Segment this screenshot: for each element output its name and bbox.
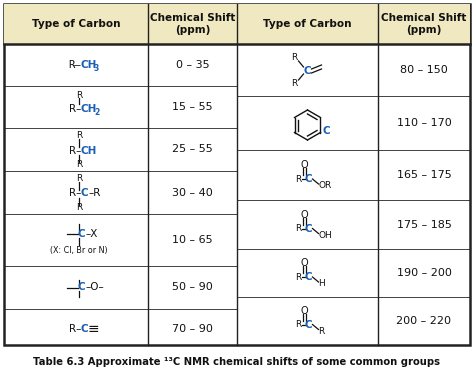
Text: C: C	[81, 189, 89, 198]
Text: 0 – 35: 0 – 35	[176, 60, 210, 70]
Text: R: R	[292, 79, 298, 88]
Text: 25 – 55: 25 – 55	[172, 144, 213, 155]
Text: C: C	[304, 319, 312, 330]
Text: 200 – 220: 200 – 220	[396, 316, 452, 325]
Text: C: C	[303, 66, 311, 76]
Text: OH: OH	[319, 231, 332, 240]
Text: 10 – 65: 10 – 65	[172, 235, 213, 245]
Text: –R: –R	[89, 189, 101, 198]
Text: CH: CH	[81, 60, 97, 70]
Text: R: R	[76, 174, 82, 183]
Text: 80 – 150: 80 – 150	[400, 65, 448, 75]
Text: O: O	[301, 160, 308, 170]
Text: R–: R–	[69, 146, 81, 155]
Text: Chemical Shift
(ppm): Chemical Shift (ppm)	[150, 13, 235, 35]
Text: O: O	[301, 305, 308, 316]
Text: 175 – 185: 175 – 185	[397, 220, 451, 229]
Text: R: R	[76, 203, 82, 212]
Text: 3: 3	[94, 64, 99, 73]
Bar	[237, 4, 470, 44]
Text: 15 – 55: 15 – 55	[172, 102, 213, 112]
Text: 50 – 90: 50 – 90	[172, 282, 213, 293]
Text: R–: R–	[69, 189, 81, 198]
Text: R: R	[295, 175, 301, 183]
Text: –O–: –O–	[86, 282, 105, 293]
Text: R: R	[295, 273, 301, 282]
Text: R–: R–	[69, 60, 81, 70]
Text: C: C	[304, 223, 312, 234]
Text: R–: R–	[69, 324, 81, 334]
Text: –X: –X	[86, 229, 99, 239]
Text: Chemical Shift
(ppm): Chemical Shift (ppm)	[381, 13, 467, 35]
Text: CH: CH	[81, 146, 97, 155]
Text: R: R	[76, 90, 82, 99]
Text: H: H	[319, 279, 325, 288]
Text: Type of Carbon: Type of Carbon	[32, 19, 120, 29]
Text: R: R	[76, 160, 82, 169]
Bar	[4, 4, 237, 44]
Text: C: C	[78, 229, 86, 239]
Text: (X: Cl, Br or N): (X: Cl, Br or N)	[50, 246, 108, 256]
Text: R: R	[319, 327, 325, 336]
Text: CH: CH	[81, 104, 97, 114]
Text: O: O	[301, 258, 308, 268]
Text: 110 – 170: 110 – 170	[397, 118, 451, 128]
Text: C: C	[304, 272, 312, 282]
Text: 70 – 90: 70 – 90	[172, 324, 213, 334]
Text: 30 – 40: 30 – 40	[172, 187, 213, 197]
Text: ≡: ≡	[88, 322, 100, 336]
Text: Type of Carbon: Type of Carbon	[263, 19, 352, 29]
Text: R: R	[295, 320, 301, 329]
Text: R–: R–	[69, 104, 81, 114]
Text: C: C	[322, 127, 330, 136]
Text: 190 – 200: 190 – 200	[397, 268, 451, 278]
Text: 165 – 175: 165 – 175	[397, 170, 451, 180]
Text: 2: 2	[94, 108, 99, 117]
Text: Table 6.3 Approximate ¹³C NMR chemical shifts of some common groups: Table 6.3 Approximate ¹³C NMR chemical s…	[34, 357, 440, 367]
Text: R: R	[76, 131, 82, 140]
Text: C: C	[81, 324, 89, 334]
Text: OR: OR	[319, 181, 332, 191]
Text: R: R	[292, 53, 298, 62]
Text: R: R	[295, 224, 301, 233]
Text: C: C	[78, 282, 86, 293]
Text: O: O	[301, 209, 308, 220]
Text: C: C	[304, 174, 312, 184]
